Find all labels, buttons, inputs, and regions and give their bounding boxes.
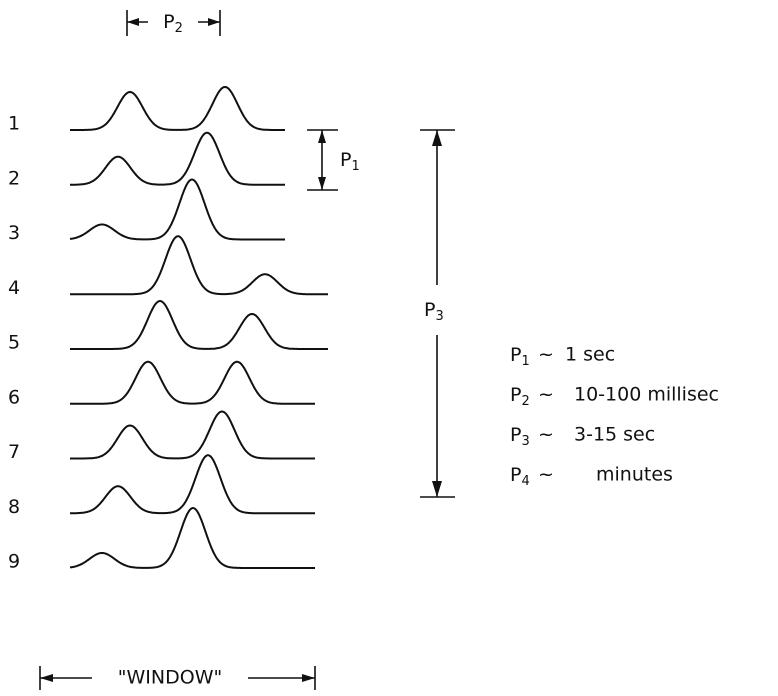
symbol: P <box>510 424 521 446</box>
index: 3 <box>521 434 529 449</box>
p2-dimension: P2 <box>126 10 221 36</box>
pulse-curve <box>70 454 315 515</box>
p1-dimension: P1 <box>307 129 360 191</box>
legend-symbol: P3 <box>510 424 530 449</box>
p3-label: P3 <box>424 299 444 324</box>
row-label: 8 <box>8 496 20 518</box>
pulse-rows: 1 2 3 4 5 6 7 8 9 <box>8 86 328 573</box>
row-label: 2 <box>8 167 20 189</box>
index: 4 <box>521 474 529 489</box>
legend-symbol: P4 <box>510 464 530 489</box>
row-label: 6 <box>8 386 20 408</box>
pulse-curve <box>69 178 285 241</box>
row-label: 5 <box>8 332 20 354</box>
symbol: P <box>510 464 521 486</box>
window-label: "WINDOW" <box>118 667 222 689</box>
symbol: P <box>510 344 521 366</box>
legend-value: 3-15 sec <box>574 424 655 446</box>
window-dimension: "WINDOW" <box>39 666 316 690</box>
pulse-curve <box>70 360 315 405</box>
legend-symbol: P2 <box>510 384 530 409</box>
p2-label: P2 <box>163 11 183 36</box>
legend-relation: ~ <box>538 344 554 366</box>
pulse-curve <box>70 235 328 296</box>
legend-symbol: P1 <box>510 344 530 369</box>
row-label: 1 <box>8 113 20 135</box>
pulse-curve <box>70 300 328 350</box>
index: 1 <box>521 354 529 369</box>
legend-value: minutes <box>596 464 673 486</box>
row-label: 4 <box>8 277 20 299</box>
legend-value: 10-100 millisec <box>574 384 719 406</box>
pulse-curve <box>70 410 315 460</box>
legend-value: 1 sec <box>565 344 615 366</box>
legend-relation: ~ <box>538 384 554 406</box>
index: 2 <box>521 394 529 409</box>
symbol: P <box>510 384 521 406</box>
row-label: 3 <box>8 222 20 244</box>
pulse-curve <box>70 86 285 131</box>
p3-dimension: P3 <box>420 129 455 498</box>
row-label: 9 <box>8 551 20 573</box>
p1-label: P1 <box>340 149 360 174</box>
row-label: 7 <box>8 441 20 463</box>
pulse-curve <box>69 507 315 569</box>
legend-relation: ~ <box>538 464 554 486</box>
pulse-curve <box>70 131 285 186</box>
legend-relation: ~ <box>538 424 554 446</box>
